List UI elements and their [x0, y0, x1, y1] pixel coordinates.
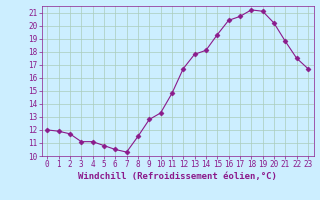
X-axis label: Windchill (Refroidissement éolien,°C): Windchill (Refroidissement éolien,°C)	[78, 172, 277, 181]
